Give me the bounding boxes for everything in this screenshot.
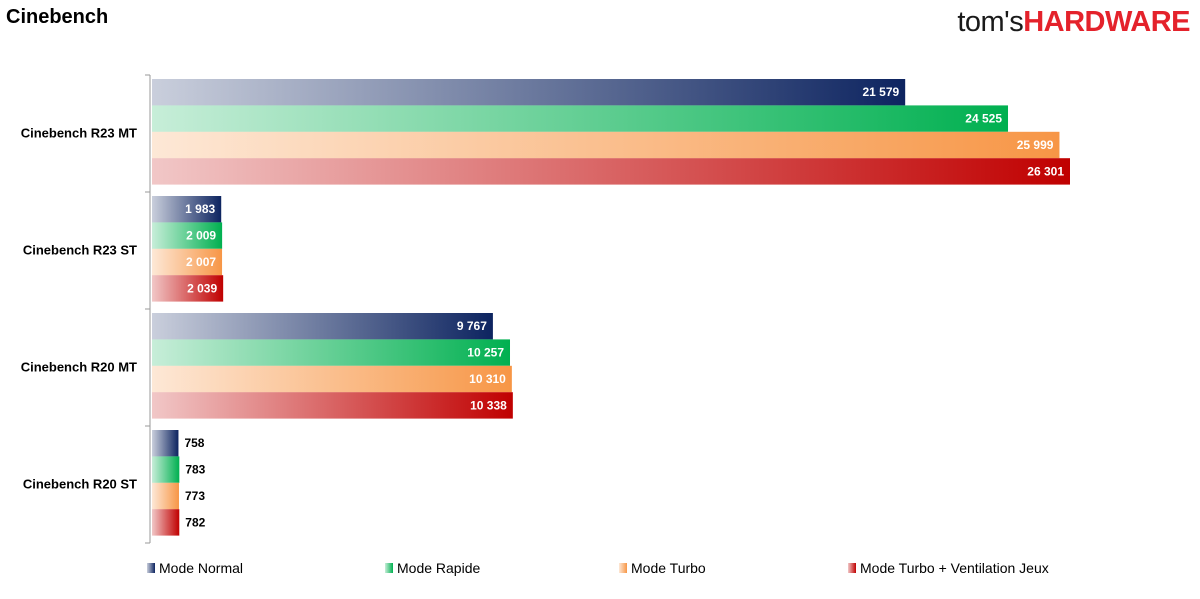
- data-label: 21 579: [862, 85, 899, 99]
- legend-swatch: [619, 563, 627, 573]
- data-label: 782: [185, 515, 205, 529]
- bar: [152, 365, 512, 393]
- bar: [152, 509, 180, 536]
- bar: [152, 275, 224, 302]
- bar: [152, 313, 493, 340]
- category-label: Cinebench R20 ST: [23, 477, 137, 492]
- data-label: 10 338: [470, 398, 507, 412]
- bar: [152, 105, 1009, 132]
- bar: [152, 339, 511, 366]
- bar: [152, 456, 180, 483]
- legend-label: Mode Turbo + Ventilation Jeux: [860, 560, 1049, 576]
- data-label: 2 007: [186, 255, 216, 269]
- bar: [152, 131, 1060, 159]
- bar: [152, 196, 222, 223]
- legend-label: Mode Turbo: [631, 560, 706, 576]
- brand-logo: tom'sHARDWARE: [957, 6, 1190, 39]
- bar: [152, 392, 513, 419]
- data-label: 758: [184, 436, 204, 450]
- category-label: Cinebench R23 ST: [23, 243, 137, 258]
- legend-swatch: [385, 563, 393, 573]
- legend-swatch: [848, 563, 856, 573]
- data-label: 24 525: [965, 112, 1002, 126]
- data-label: 10 257: [467, 346, 504, 360]
- legend-label: Mode Normal: [159, 560, 243, 576]
- data-label: 26 301: [1027, 164, 1064, 178]
- bar: [152, 158, 1070, 185]
- legend-label: Mode Rapide: [397, 560, 480, 576]
- data-label: 9 767: [457, 319, 487, 333]
- category-label: Cinebench R20 MT: [21, 360, 137, 375]
- legend-swatch: [147, 563, 155, 573]
- data-label: 10 310: [469, 372, 506, 386]
- bar: [152, 79, 906, 106]
- data-label: 783: [185, 463, 205, 477]
- bar: [152, 482, 179, 510]
- logo-hardware: HARDWARE: [1023, 6, 1190, 38]
- data-label: 2 009: [186, 229, 216, 243]
- logo-toms: tom's: [957, 6, 1024, 38]
- category-label: Cinebench R23 MT: [21, 126, 137, 141]
- bar: [152, 430, 179, 457]
- data-label: 25 999: [1017, 138, 1054, 152]
- data-label: 2 039: [187, 281, 217, 295]
- data-label: 1 983: [185, 202, 215, 216]
- data-label: 773: [185, 489, 205, 503]
- bar: [152, 222, 223, 249]
- chart-title: Cinebench: [6, 6, 109, 28]
- bar: [152, 248, 223, 276]
